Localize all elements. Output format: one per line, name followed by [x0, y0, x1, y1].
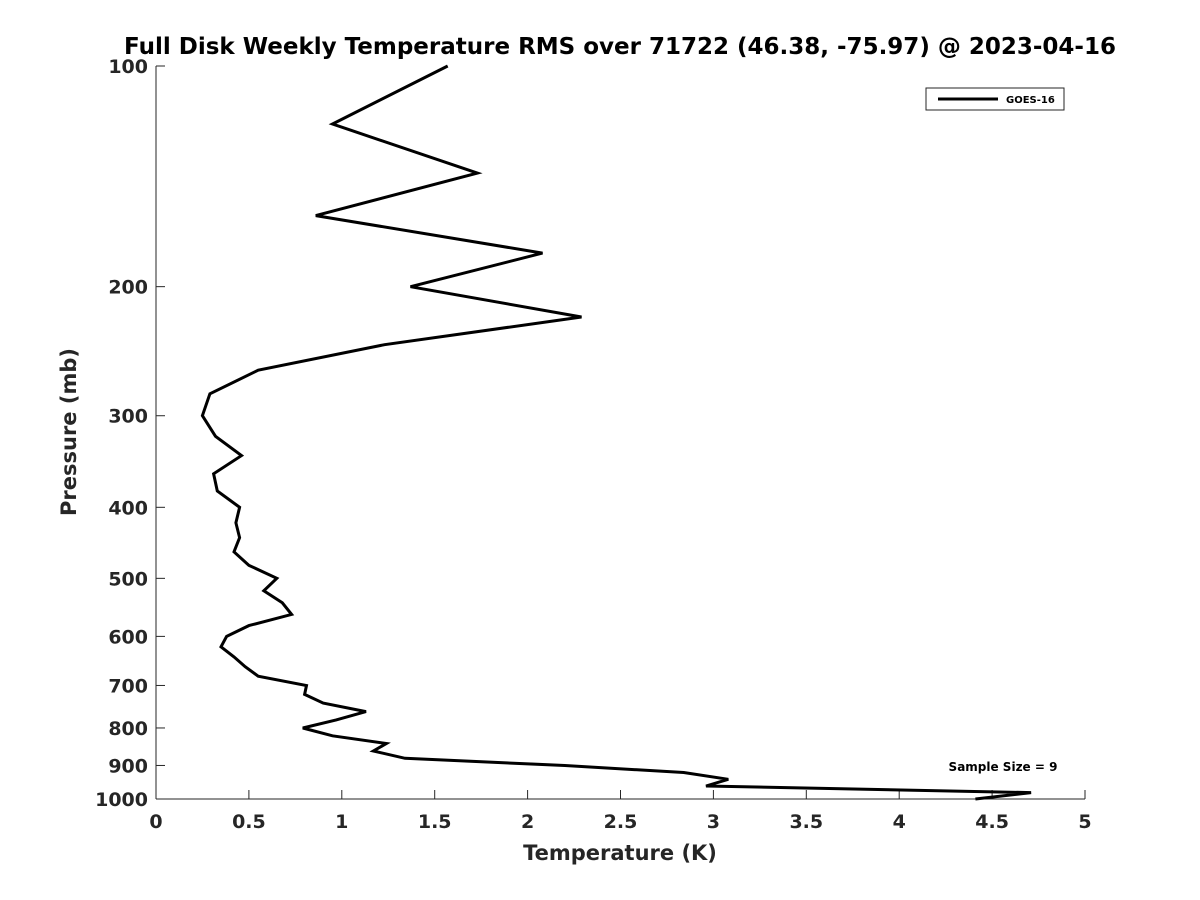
x-tick-label: 2.5	[604, 811, 638, 833]
sample-size-annotation: Sample Size = 9	[949, 760, 1058, 774]
y-axis-ticks: 100 200 300 400 500 600 700 800 900 1000	[95, 56, 165, 811]
axes	[155, 66, 1085, 800]
x-tick-label: 3.5	[789, 811, 823, 833]
y-tick-label: 600	[108, 626, 148, 648]
y-tick-label: 800	[108, 718, 148, 740]
x-tick-label: 2	[521, 811, 534, 833]
x-tick-label: 4	[893, 811, 906, 833]
chart-title: Full Disk Weekly Temperature RMS over 71…	[124, 34, 1116, 60]
x-tick-label: 3	[707, 811, 720, 833]
y-tick-label: 400	[108, 497, 148, 519]
x-axis-ticks: 0 0.5 1 1.5 2 2.5 3 3.5 4 4.5 5	[149, 790, 1092, 833]
x-tick-label: 5	[1078, 811, 1091, 833]
x-tick-label: 1.5	[418, 811, 452, 833]
y-tick-label: 700	[108, 675, 148, 697]
legend-label: GOES-16	[1006, 95, 1055, 106]
x-axis-label: Temperature (K)	[523, 841, 717, 865]
y-tick-label: 200	[108, 277, 148, 299]
series-line-goes-16	[200, 64, 1032, 801]
y-tick-label: 300	[108, 406, 148, 428]
x-tick-label: 1	[335, 811, 348, 833]
y-tick-label: 500	[108, 568, 148, 590]
y-axis-label: Pressure (mb)	[57, 348, 81, 516]
y-tick-label: 1000	[95, 789, 148, 811]
x-tick-label: 4.5	[975, 811, 1009, 833]
x-tick-label: 0.5	[232, 811, 266, 833]
plot-area	[200, 64, 1032, 801]
x-tick-label: 0	[149, 811, 162, 833]
y-tick-label: 100	[108, 56, 148, 78]
legend: GOES-16	[925, 87, 1065, 111]
y-tick-label: 900	[108, 755, 148, 777]
